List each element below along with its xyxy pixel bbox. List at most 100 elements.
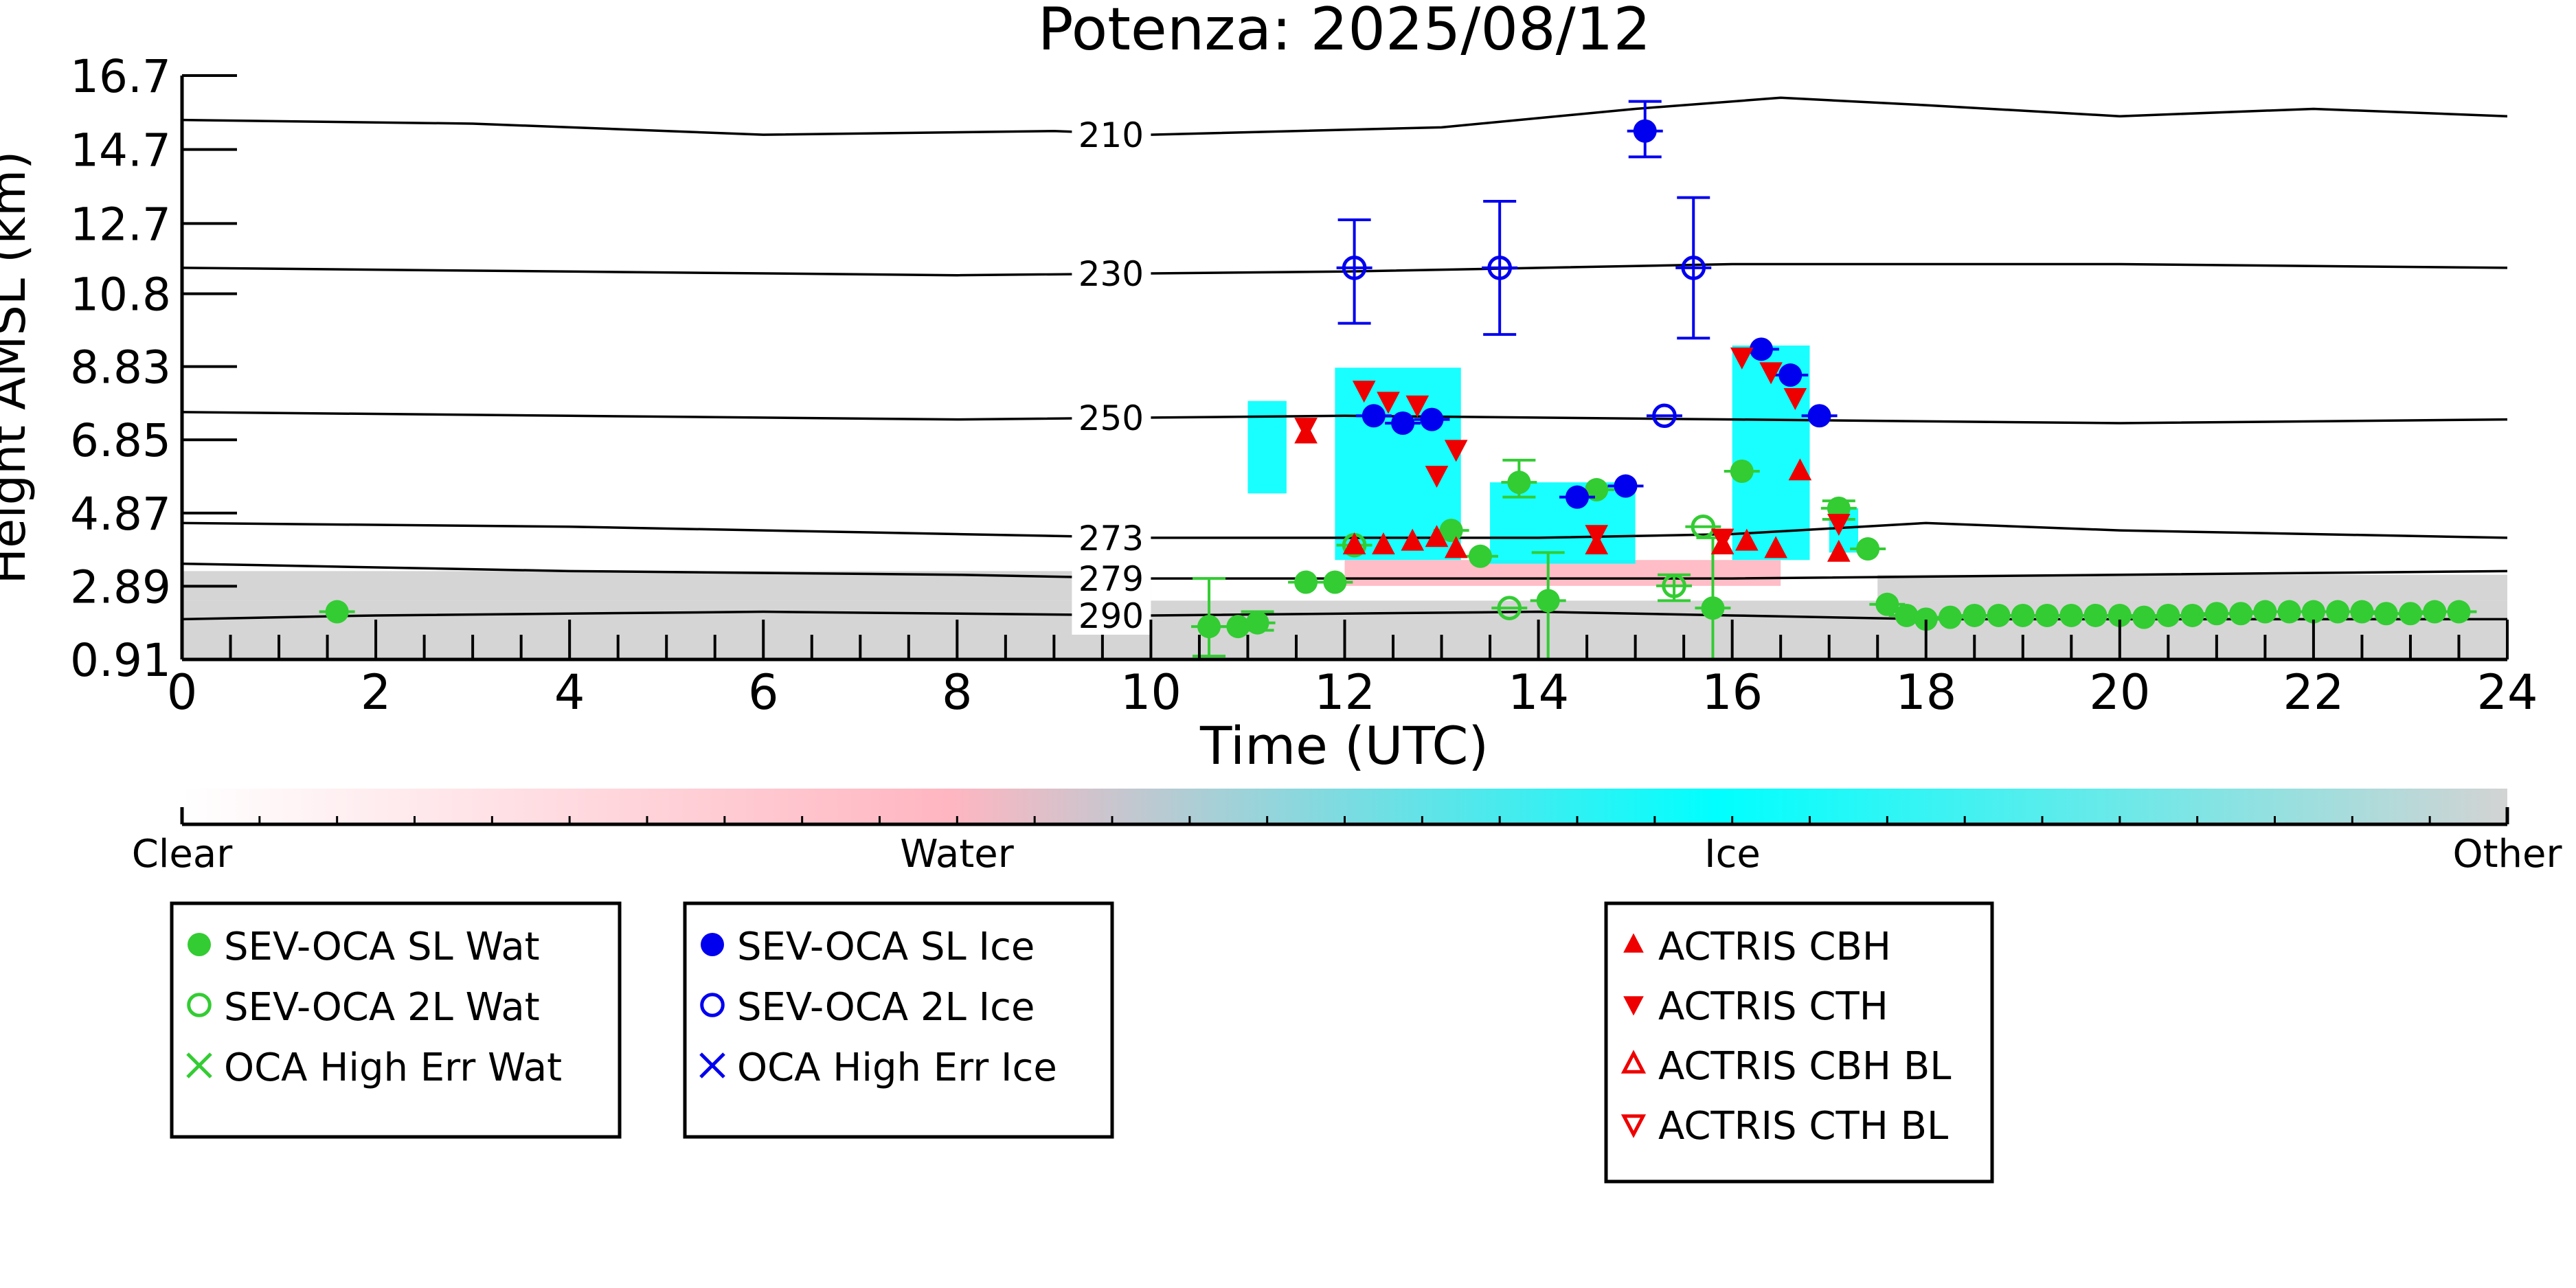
actris-cbh-point-9 <box>1764 536 1787 558</box>
legend-box-2 <box>1604 901 1994 1184</box>
sev-oca-sl-wat-point-2 <box>1226 615 1250 639</box>
sev-oca-sl-wat-point-29 <box>2204 602 2228 626</box>
x-tick-label-2: 2 <box>361 664 392 721</box>
y-tick-label-4: 8.83 <box>70 341 171 394</box>
sev-oca-sl-wat-point-33 <box>2301 600 2325 624</box>
legend-box-0 <box>170 901 622 1139</box>
actris-cth-point-0 <box>1294 418 1318 440</box>
actris-cbh-point-1 <box>1342 532 1366 554</box>
isotherm-label-210: 210 <box>1078 115 1144 155</box>
x-tick-label-20: 20 <box>2089 664 2150 721</box>
sev-oca-sl-wat-point-25 <box>2108 603 2132 627</box>
actris-cth-point-5 <box>1444 440 1468 462</box>
legend-label-actris-cbh-bl: ACTRIS CBH BL <box>1658 1044 1951 1089</box>
sev-oca-sl-wat-point-9 <box>1536 589 1560 613</box>
x-tick-label-12: 12 <box>1314 664 1375 721</box>
legend-label-oca-high-err-ice: OCA High Err Ice <box>737 1046 1057 1090</box>
chart-title: Potenza: 2025/08/12 <box>1038 0 1651 64</box>
actris-cbh-point-8 <box>1735 528 1759 551</box>
sev-oca-sl-wat-point-35 <box>2350 600 2374 624</box>
isotherm-label-230: 230 <box>1078 254 1144 294</box>
legend-marker-actris-cth-bl <box>1620 1114 1647 1138</box>
actris-cth-point-11 <box>1827 514 1851 536</box>
isotherm-label-279: 279 <box>1078 559 1144 599</box>
isotherm-line-279 <box>182 562 2507 580</box>
legend-label-sev-oca-sl-ice: SEV-OCA SL Ice <box>737 925 1035 969</box>
sev-oca-sl-wat-point-16 <box>1895 603 1919 627</box>
actris-cth-point-3 <box>1405 395 1430 418</box>
x-tick-label-16: 16 <box>1702 664 1763 721</box>
sev-oca-sl-wat-point-30 <box>2229 602 2253 626</box>
x-tick-label-4: 4 <box>554 664 585 721</box>
actris-cth-point-1 <box>1352 381 1376 403</box>
actris-cth-point-6 <box>1585 525 1609 547</box>
classification-band-ice-4 <box>1247 400 1287 494</box>
x-axis-label: Time (UTC) <box>1199 715 1489 776</box>
y-tick-label-2: 4.87 <box>70 488 171 541</box>
legend-label-actris-cth-bl: ACTRIS CTH BL <box>1658 1104 1948 1149</box>
sev-oca-sl-ice-point-4 <box>1614 474 1638 498</box>
sev-oca-sl-wat-point-14 <box>1856 537 1880 561</box>
actris-cbh-point-3 <box>1401 528 1425 551</box>
sev-oca-sl-wat-point-28 <box>2180 603 2204 627</box>
sev-oca-sl-wat-point-23 <box>2059 603 2083 627</box>
x-tick-label-14: 14 <box>1508 664 1569 721</box>
colorbar-label-clear: Clear <box>132 832 233 877</box>
y-tick-label-7: 14.7 <box>70 124 171 177</box>
sev-oca-sl-wat-point-22 <box>2035 603 2059 627</box>
x-tick-label-18: 18 <box>1895 664 1956 721</box>
sev-oca-sl-wat-point-26 <box>2132 605 2156 629</box>
sev-oca-2l-ice-point-0 <box>1342 256 1367 280</box>
sev-oca-sl-ice-point-8 <box>1807 404 1831 428</box>
sev-oca-sl-wat-point-12 <box>1730 459 1754 483</box>
isotherm-label-250: 250 <box>1078 398 1144 438</box>
sev-oca-sl-wat-point-1 <box>1197 615 1221 639</box>
legend-label-sev-oca-sl-wat: SEV-OCA SL Wat <box>224 925 540 969</box>
sev-oca-2l-wat-point-2 <box>1662 574 1686 598</box>
x-tick-label-6: 6 <box>748 664 779 721</box>
sev-oca-sl-ice-point-2 <box>1420 407 1444 431</box>
isotherm-label-bg-250 <box>1072 398 1151 437</box>
sev-oca-sl-wat-point-18 <box>1939 605 1963 629</box>
legends: SEV-OCA SL Wat SEV-OCA 2L Wat OCA High Err… <box>170 901 1994 1184</box>
legend-marker-sev-oca-sl-ice <box>701 933 724 956</box>
y-axis-ticks: 0.91 2.89 4.87 6.85 8.83 10.8 12.7 14.7 16.7 <box>70 50 237 687</box>
sev-oca-sl-wat-point-39 <box>2447 600 2471 624</box>
actris-cth-point-10 <box>1783 388 1807 411</box>
isotherm-label-290: 290 <box>1078 596 1144 636</box>
y-tick-label-5: 10.8 <box>70 269 171 321</box>
sev-oca-2l-ice-point-3 <box>1652 403 1677 429</box>
sev-oca-sl-wat-point-7 <box>1468 544 1492 568</box>
legend-label-actris-cbh: ACTRIS CBH <box>1658 925 1891 969</box>
actris-cbh-point-4 <box>1425 525 1449 547</box>
sev-oca-2l-ice-point-1 <box>1487 256 1512 280</box>
sev-oca-2l-ice-point-2 <box>1681 256 1706 280</box>
sev-oca-sl-wat-point-27 <box>2156 603 2180 627</box>
x-tick-label-24: 24 <box>2476 664 2538 721</box>
sev-oca-sl-wat-point-6 <box>1439 519 1463 543</box>
x-axis-ticks: 0 2 4 6 8 10 12 14 16 18 20 22 24 <box>167 620 2538 721</box>
actris-cth-point-9 <box>1759 362 1783 385</box>
sev-oca-sl-ice-point-7 <box>1778 363 1803 387</box>
legend-marker-oca-high-err-wat <box>186 1052 212 1078</box>
colorbar-label-ice: Ice <box>1704 832 1761 877</box>
sev-oca-sl-wat-point-15 <box>1875 592 1899 616</box>
y-tick-label-3: 6.85 <box>70 414 171 467</box>
sev-oca-2l-wat-point-1 <box>1497 596 1522 620</box>
sev-oca-sl-wat-point-8 <box>1507 471 1531 495</box>
legend-marker-sev-oca-2l-wat <box>187 993 212 1017</box>
legend-label-actris-cth: ACTRIS CTH <box>1658 984 1888 1029</box>
x-tick-label-0: 0 <box>167 664 198 721</box>
sev-oca-sl-wat-point-21 <box>2011 603 2035 627</box>
data-markers <box>319 100 2477 661</box>
legend-marker-actris-cbh <box>1623 933 1644 953</box>
legend-marker-sev-oca-sl-wat <box>188 933 211 956</box>
sev-oca-sl-ice-point-3 <box>1566 485 1589 509</box>
actris-cth-point-8 <box>1730 347 1754 370</box>
actris-cbh-point-10 <box>1788 458 1812 481</box>
sev-oca-sl-wat-point-10 <box>1585 477 1609 501</box>
classification-colorbar: Clear Water Ice Other <box>132 789 2562 877</box>
actris-cth-point-7 <box>1710 528 1735 551</box>
